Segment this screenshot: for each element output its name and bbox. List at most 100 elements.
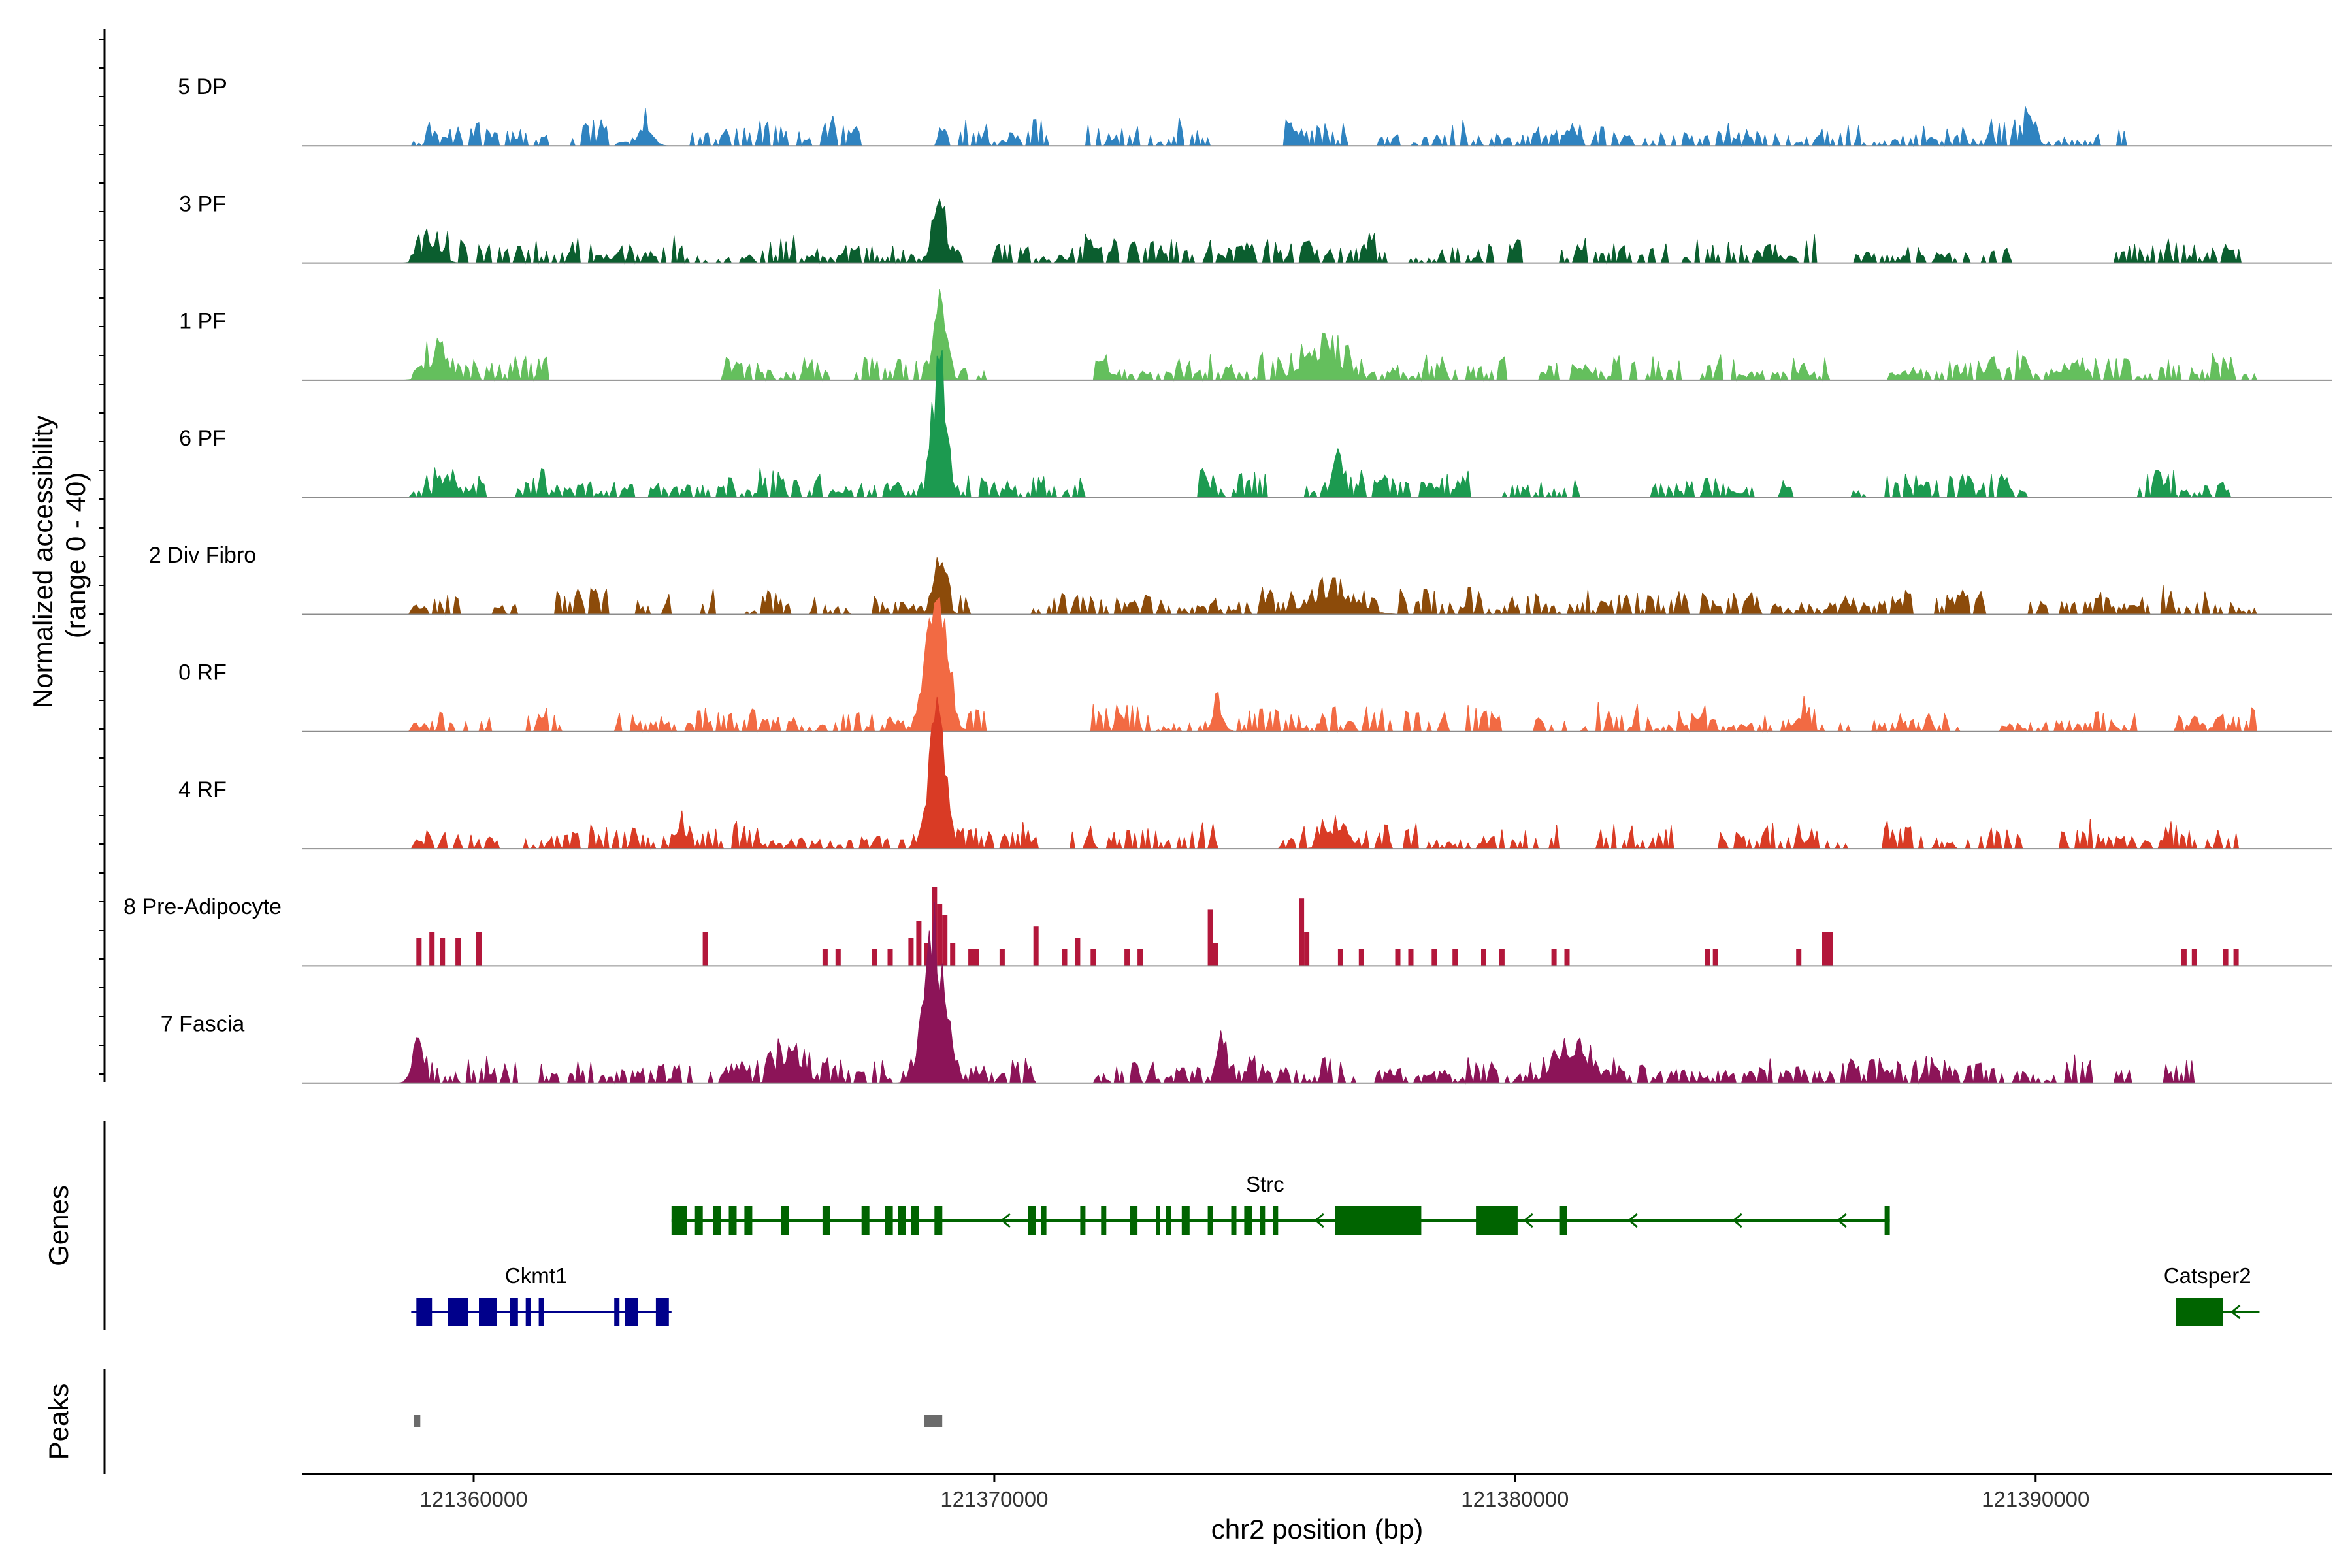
gene-exon bbox=[1207, 1206, 1213, 1235]
gene-exon bbox=[728, 1206, 737, 1235]
coverage-bar bbox=[1431, 949, 1437, 966]
gene-exon bbox=[416, 1298, 433, 1326]
gene-exon bbox=[1273, 1206, 1279, 1235]
coverage-bar bbox=[1062, 949, 1068, 966]
gene-exon bbox=[898, 1206, 906, 1235]
coverage-bar bbox=[1213, 943, 1218, 966]
gene-exon bbox=[614, 1298, 620, 1326]
x-axis-label: chr2 position (bp) bbox=[1211, 1514, 1424, 1544]
coverage-bar bbox=[1207, 909, 1213, 966]
gene-exon bbox=[1028, 1206, 1036, 1235]
x-tick-label: 121380000 bbox=[1461, 1487, 1569, 1511]
coverage-bar bbox=[1452, 949, 1458, 966]
coverage-bar bbox=[942, 915, 948, 966]
track-label: 8 Pre-Adipocyte bbox=[123, 894, 282, 919]
gene-exon bbox=[713, 1206, 721, 1235]
track-0-rf: 0 RF bbox=[178, 596, 2332, 733]
gene-strc: Strc bbox=[671, 1172, 1890, 1235]
x-tick-label: 121370000 bbox=[940, 1487, 1048, 1511]
strand-arrow bbox=[1523, 1213, 1533, 1228]
coverage-bar bbox=[476, 932, 482, 966]
coverage-bar bbox=[1551, 949, 1557, 966]
gene-exon bbox=[2176, 1298, 2223, 1326]
peaks-panel bbox=[414, 1415, 943, 1427]
coverage-bar bbox=[1796, 949, 1802, 966]
coverage-bar bbox=[1827, 932, 1833, 966]
gene-exon bbox=[861, 1206, 870, 1235]
coverage-bar bbox=[968, 949, 974, 966]
gene-exon bbox=[1244, 1206, 1252, 1235]
coverage-area bbox=[302, 198, 2332, 265]
gene-exon bbox=[671, 1206, 687, 1235]
gene-exon bbox=[510, 1298, 518, 1326]
gene-exon bbox=[1335, 1206, 1422, 1235]
coverage-bar bbox=[1124, 949, 1130, 966]
peak-region bbox=[414, 1415, 421, 1427]
coverage-bar bbox=[1299, 898, 1305, 966]
coverage-y-axis-ticks bbox=[99, 39, 105, 1075]
gene-label: Catsper2 bbox=[2164, 1264, 2251, 1288]
gene-exon bbox=[1559, 1206, 1567, 1235]
coverage-bar bbox=[872, 949, 877, 966]
coverage-area bbox=[302, 902, 2332, 1085]
x-tick-label: 121360000 bbox=[419, 1487, 527, 1511]
coverage-bar bbox=[2233, 949, 2239, 966]
genes-panel: Strc Ckmt1 Catsper2 bbox=[411, 1172, 2260, 1326]
gene-exon bbox=[911, 1206, 919, 1235]
y-axis-label-range: (range 0 - 40) bbox=[60, 472, 91, 638]
track-4-rf: 4 RF bbox=[178, 696, 2332, 851]
coverage-bar bbox=[1337, 949, 1343, 966]
coverage-bar bbox=[702, 932, 708, 966]
track-label: 2 Div Fibro bbox=[149, 543, 256, 568]
coverage-bar bbox=[999, 949, 1005, 966]
strand-arrow bbox=[1627, 1213, 1638, 1228]
track-label: 1 PF bbox=[179, 309, 226, 334]
coverage-bar bbox=[1408, 949, 1414, 966]
gene-label: Ckmt1 bbox=[505, 1264, 567, 1288]
coverage-bar bbox=[416, 938, 422, 966]
gene-ckmt1: Ckmt1 bbox=[411, 1264, 672, 1326]
coverage-bar bbox=[440, 938, 446, 966]
coverage-bar bbox=[1033, 926, 1039, 966]
coverage-bar bbox=[1822, 932, 1827, 966]
coverage-bar bbox=[887, 949, 893, 966]
gene-catsper2: Catsper2 bbox=[2164, 1264, 2260, 1326]
coverage-bar bbox=[1705, 949, 1710, 966]
gene-exon bbox=[1101, 1206, 1107, 1235]
coverage-bar bbox=[835, 949, 841, 966]
gene-exon bbox=[1884, 1206, 1890, 1235]
gene-exon bbox=[934, 1206, 943, 1235]
track-label: 5 DP bbox=[178, 74, 227, 99]
genes-panel-label: Genes bbox=[43, 1185, 74, 1266]
strand-arrow bbox=[1837, 1213, 1847, 1228]
gene-exon bbox=[1130, 1206, 1138, 1235]
gene-exon bbox=[1476, 1206, 1518, 1235]
coverage-panel: 5 DP 3 PF 1 PF 6 PF 2 Div Fibro 0 RF 4 RF 8 Pre… bbox=[123, 74, 2332, 1085]
gene-exon bbox=[1041, 1206, 1047, 1235]
coverage-bar bbox=[1395, 949, 1401, 966]
coverage-bar bbox=[1358, 949, 1364, 966]
gene-exon bbox=[655, 1298, 669, 1326]
gene-exon bbox=[1156, 1206, 1160, 1235]
coverage-bar bbox=[822, 949, 828, 966]
x-axis-ticks: 121360000 121370000 121380000 121390000 bbox=[419, 1474, 2089, 1511]
coverage-bar bbox=[973, 949, 979, 966]
coverage-bar bbox=[908, 938, 914, 966]
strand-arrow bbox=[1314, 1213, 1324, 1228]
x-tick-label: 121390000 bbox=[1982, 1487, 2089, 1511]
coverage-bar bbox=[1304, 932, 1310, 966]
gene-exon bbox=[538, 1298, 544, 1326]
gene-exon bbox=[822, 1206, 830, 1235]
coverage-bar bbox=[924, 943, 930, 966]
gene-exon bbox=[625, 1298, 638, 1326]
track-1-pf: 1 PF bbox=[179, 289, 2332, 382]
peak-region bbox=[924, 1415, 943, 1427]
gene-exon bbox=[694, 1206, 703, 1235]
coverage-area bbox=[302, 106, 2332, 148]
coverage-bar bbox=[916, 921, 922, 966]
coverage-bar bbox=[2191, 949, 2197, 966]
coverage-bar bbox=[1712, 949, 1718, 966]
coverage-bar bbox=[1564, 949, 1570, 966]
